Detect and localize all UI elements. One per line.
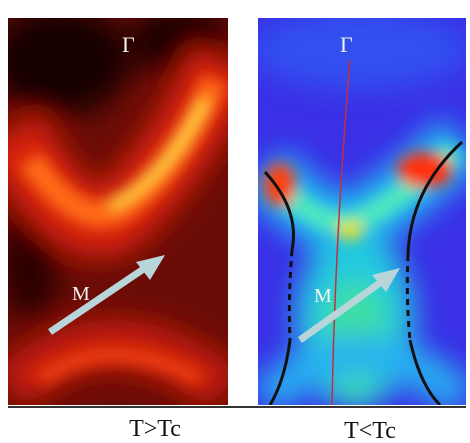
gamma-label: Γ (340, 32, 353, 57)
left-map: Γ M (0, 5, 230, 405)
right-map: Γ M (250, 10, 470, 410)
figure: Γ M Γ M T>Tc T<Tc (0, 0, 470, 443)
gamma-label: Γ (122, 32, 135, 57)
caption: T>Tc (129, 416, 181, 442)
m-label: M (72, 283, 90, 305)
m-label: M (314, 285, 332, 307)
caption: T<Tc (344, 418, 396, 443)
